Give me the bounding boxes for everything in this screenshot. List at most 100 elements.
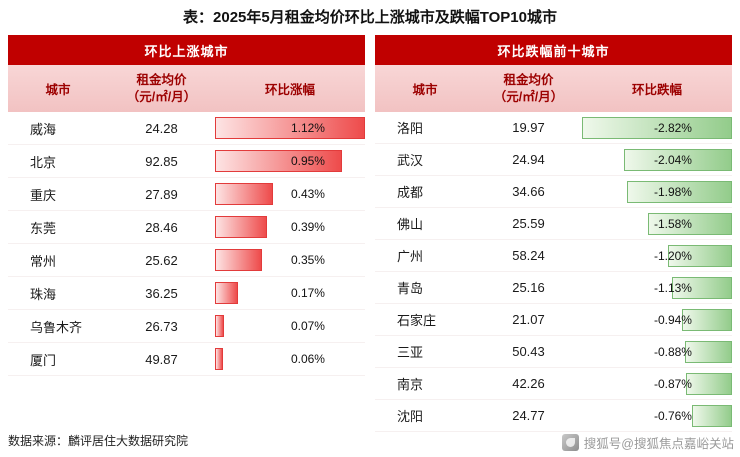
price-value: 58.24 — [512, 248, 545, 263]
price-value: 24.77 — [512, 408, 545, 423]
price-value: 24.94 — [512, 152, 545, 167]
pct-label: 0.35% — [290, 253, 325, 267]
bar-cell: 0.17% — [215, 277, 365, 309]
price-value: 34.66 — [512, 184, 545, 199]
bar-cell: 0.06% — [215, 343, 365, 375]
bar-cell: -2.04% — [582, 144, 732, 175]
price-value: 28.46 — [145, 219, 178, 235]
pct-label: 0.07% — [290, 319, 325, 333]
city-name: 青岛 — [397, 281, 424, 296]
city-name: 乌鲁木齐 — [30, 319, 83, 335]
fall-column-headers: 城市 租金均价 （元/㎡/月） 环比跌幅 — [375, 65, 732, 112]
bar-cell: -0.88% — [582, 336, 732, 367]
fall-bar — [682, 308, 732, 331]
table-row: 重庆 27.89 0.43% — [8, 178, 365, 211]
rise-column-headers: 城市 租金均价 （元/㎡/月） 环比涨幅 — [8, 65, 365, 112]
page-title: 表：2025年5月租金均价环比上涨城市及跌幅TOP10城市 — [183, 9, 557, 26]
price-value: 21.07 — [512, 312, 545, 327]
table-row: 乌鲁木齐 26.73 0.07% — [8, 310, 365, 343]
table-row: 厦门 49.87 0.06% — [8, 343, 365, 376]
pct-label: -2.04% — [653, 152, 692, 167]
fall-bar — [691, 404, 732, 427]
pct-label: 0.43% — [290, 187, 325, 201]
city-name: 广州 — [397, 249, 424, 264]
price-value: 26.73 — [145, 318, 178, 334]
rise-table: 环比上涨城市 城市 租金均价 （元/㎡/月） 环比涨幅 威海 24.28 1.12%… — [8, 35, 365, 376]
bar-cell: 0.95% — [215, 145, 365, 177]
pct-label: 0.06% — [290, 352, 325, 366]
pct-label: 1.12% — [290, 121, 325, 135]
table-row: 成都 34.66 -1.98% — [375, 176, 732, 208]
bar-cell: -0.76% — [582, 400, 732, 431]
watermark: 搜狐号@搜狐焦点嘉峪关站 — [561, 433, 734, 452]
city-name: 北京 — [30, 154, 57, 170]
fall-bar — [668, 244, 732, 267]
sohu-logo-icon — [561, 434, 579, 451]
price-value: 49.87 — [145, 351, 178, 367]
city-name: 威海 — [30, 121, 57, 137]
rise-bar — [215, 348, 224, 370]
rise-bar — [215, 282, 238, 304]
col-header-rise: 环比涨幅 — [265, 83, 316, 97]
city-name: 常州 — [30, 253, 57, 269]
city-name: 沈阳 — [397, 409, 424, 424]
col-header-fall: 环比跌幅 — [632, 83, 683, 97]
city-name: 武汉 — [397, 153, 424, 168]
bar-cell: -0.94% — [582, 304, 732, 335]
pct-label: -1.98% — [653, 184, 692, 199]
price-value: 92.85 — [145, 153, 178, 169]
bar-cell: -1.58% — [582, 208, 732, 239]
pct-label: -0.87% — [653, 376, 692, 391]
price-value: 25.16 — [512, 280, 545, 295]
pct-label: 0.95% — [290, 154, 325, 168]
rise-table-header: 环比上涨城市 — [8, 35, 365, 65]
table-row: 南京 42.26 -0.87% — [375, 368, 732, 400]
rise-bar — [215, 183, 273, 205]
pct-label: -0.88% — [653, 344, 692, 359]
fall-bar — [685, 340, 732, 363]
city-name: 珠海 — [30, 286, 57, 302]
bar-cell: -1.20% — [582, 240, 732, 271]
table-row: 威海 24.28 1.12% — [8, 112, 365, 145]
pct-label: 0.39% — [290, 220, 325, 234]
table-row: 武汉 24.94 -2.04% — [375, 144, 732, 176]
col-header-city: 城市 — [412, 83, 438, 97]
bar-cell: 0.39% — [215, 211, 365, 243]
pct-label: -1.58% — [653, 216, 692, 231]
price-value: 36.25 — [145, 285, 178, 301]
rise-table-rows: 威海 24.28 1.12% 北京 92.85 0.95% 重庆 27.89 0.43% 东莞 28… — [8, 112, 365, 376]
table-row: 广州 58.24 -1.20% — [375, 240, 732, 272]
pct-label: -0.94% — [653, 312, 692, 327]
price-value: 24.28 — [145, 120, 178, 136]
table-row: 佛山 25.59 -1.58% — [375, 208, 732, 240]
city-name: 东莞 — [30, 220, 57, 236]
fall-bar — [671, 276, 732, 299]
rise-bar — [215, 315, 225, 337]
table-row: 北京 92.85 0.95% — [8, 145, 365, 178]
table-row: 常州 25.62 0.35% — [8, 244, 365, 277]
col-header-price: 租金均价 （元/㎡/月） — [493, 72, 564, 104]
bar-cell: 0.07% — [215, 310, 365, 342]
pct-label: -1.20% — [653, 248, 692, 263]
city-name: 成都 — [397, 185, 424, 200]
rise-bar — [215, 249, 262, 271]
rise-bar — [215, 117, 365, 139]
bar-cell: -1.13% — [582, 272, 732, 303]
fall-bar — [647, 212, 732, 235]
city-name: 重庆 — [30, 187, 57, 203]
bar-cell: 0.35% — [215, 244, 365, 276]
col-header-price: 租金均价 （元/㎡/月） — [126, 72, 197, 104]
table-row: 三亚 50.43 -0.88% — [375, 336, 732, 368]
fall-table: 环比跌幅前十城市 城市 租金均价 （元/㎡/月） 环比跌幅 洛阳 19.97 -2.… — [375, 35, 732, 432]
city-name: 厦门 — [30, 352, 57, 368]
city-name: 佛山 — [397, 217, 424, 232]
table-row: 珠海 36.25 0.17% — [8, 277, 365, 310]
fall-bar — [623, 148, 732, 171]
price-value: 27.89 — [145, 186, 178, 202]
pct-label: -2.82% — [653, 120, 692, 135]
pct-label: -0.76% — [653, 408, 692, 423]
bar-cell: -0.87% — [582, 368, 732, 399]
pct-label: -1.13% — [653, 280, 692, 295]
table-row: 东莞 28.46 0.39% — [8, 211, 365, 244]
fall-bar — [582, 116, 732, 139]
